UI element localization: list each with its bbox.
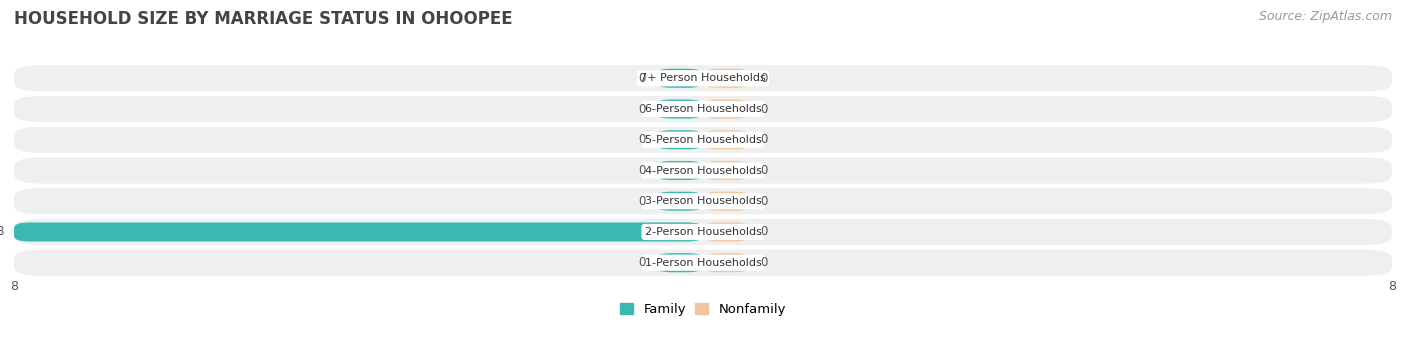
FancyBboxPatch shape [655, 130, 703, 149]
FancyBboxPatch shape [14, 127, 1392, 153]
Text: 8: 8 [0, 225, 4, 238]
FancyBboxPatch shape [703, 130, 751, 149]
FancyBboxPatch shape [14, 219, 1392, 245]
Text: 0: 0 [761, 225, 768, 238]
Text: 0: 0 [761, 164, 768, 177]
FancyBboxPatch shape [703, 222, 751, 241]
FancyBboxPatch shape [655, 69, 703, 88]
Text: 0: 0 [761, 103, 768, 116]
Text: 7+ Person Households: 7+ Person Households [640, 73, 766, 83]
Text: 5-Person Households: 5-Person Households [644, 135, 762, 145]
Text: 4-Person Households: 4-Person Households [644, 165, 762, 176]
FancyBboxPatch shape [14, 158, 1392, 183]
Text: 0: 0 [638, 133, 645, 146]
Text: 8: 8 [10, 280, 18, 293]
FancyBboxPatch shape [14, 250, 1392, 276]
FancyBboxPatch shape [655, 192, 703, 211]
Text: 0: 0 [638, 72, 645, 85]
Text: 0: 0 [638, 164, 645, 177]
FancyBboxPatch shape [655, 161, 703, 180]
Text: 2-Person Households: 2-Person Households [644, 227, 762, 237]
FancyBboxPatch shape [14, 96, 1392, 122]
FancyBboxPatch shape [14, 222, 703, 241]
FancyBboxPatch shape [703, 192, 751, 211]
Text: 0: 0 [638, 195, 645, 208]
FancyBboxPatch shape [655, 253, 703, 272]
Text: 1-Person Households: 1-Person Households [644, 258, 762, 268]
Text: 0: 0 [761, 256, 768, 269]
Legend: Family, Nonfamily: Family, Nonfamily [614, 297, 792, 321]
Text: 6-Person Households: 6-Person Households [644, 104, 762, 114]
FancyBboxPatch shape [655, 100, 703, 119]
Text: 0: 0 [638, 103, 645, 116]
FancyBboxPatch shape [14, 188, 1392, 214]
Text: 0: 0 [761, 72, 768, 85]
Text: 3-Person Households: 3-Person Households [644, 196, 762, 206]
Text: 0: 0 [638, 256, 645, 269]
Text: HOUSEHOLD SIZE BY MARRIAGE STATUS IN OHOOPEE: HOUSEHOLD SIZE BY MARRIAGE STATUS IN OHO… [14, 10, 513, 28]
Text: Source: ZipAtlas.com: Source: ZipAtlas.com [1258, 10, 1392, 23]
Text: 0: 0 [761, 133, 768, 146]
FancyBboxPatch shape [14, 65, 1392, 91]
Text: 0: 0 [761, 195, 768, 208]
FancyBboxPatch shape [703, 69, 751, 88]
FancyBboxPatch shape [703, 161, 751, 180]
FancyBboxPatch shape [703, 100, 751, 119]
Text: 8: 8 [1388, 280, 1396, 293]
FancyBboxPatch shape [703, 253, 751, 272]
